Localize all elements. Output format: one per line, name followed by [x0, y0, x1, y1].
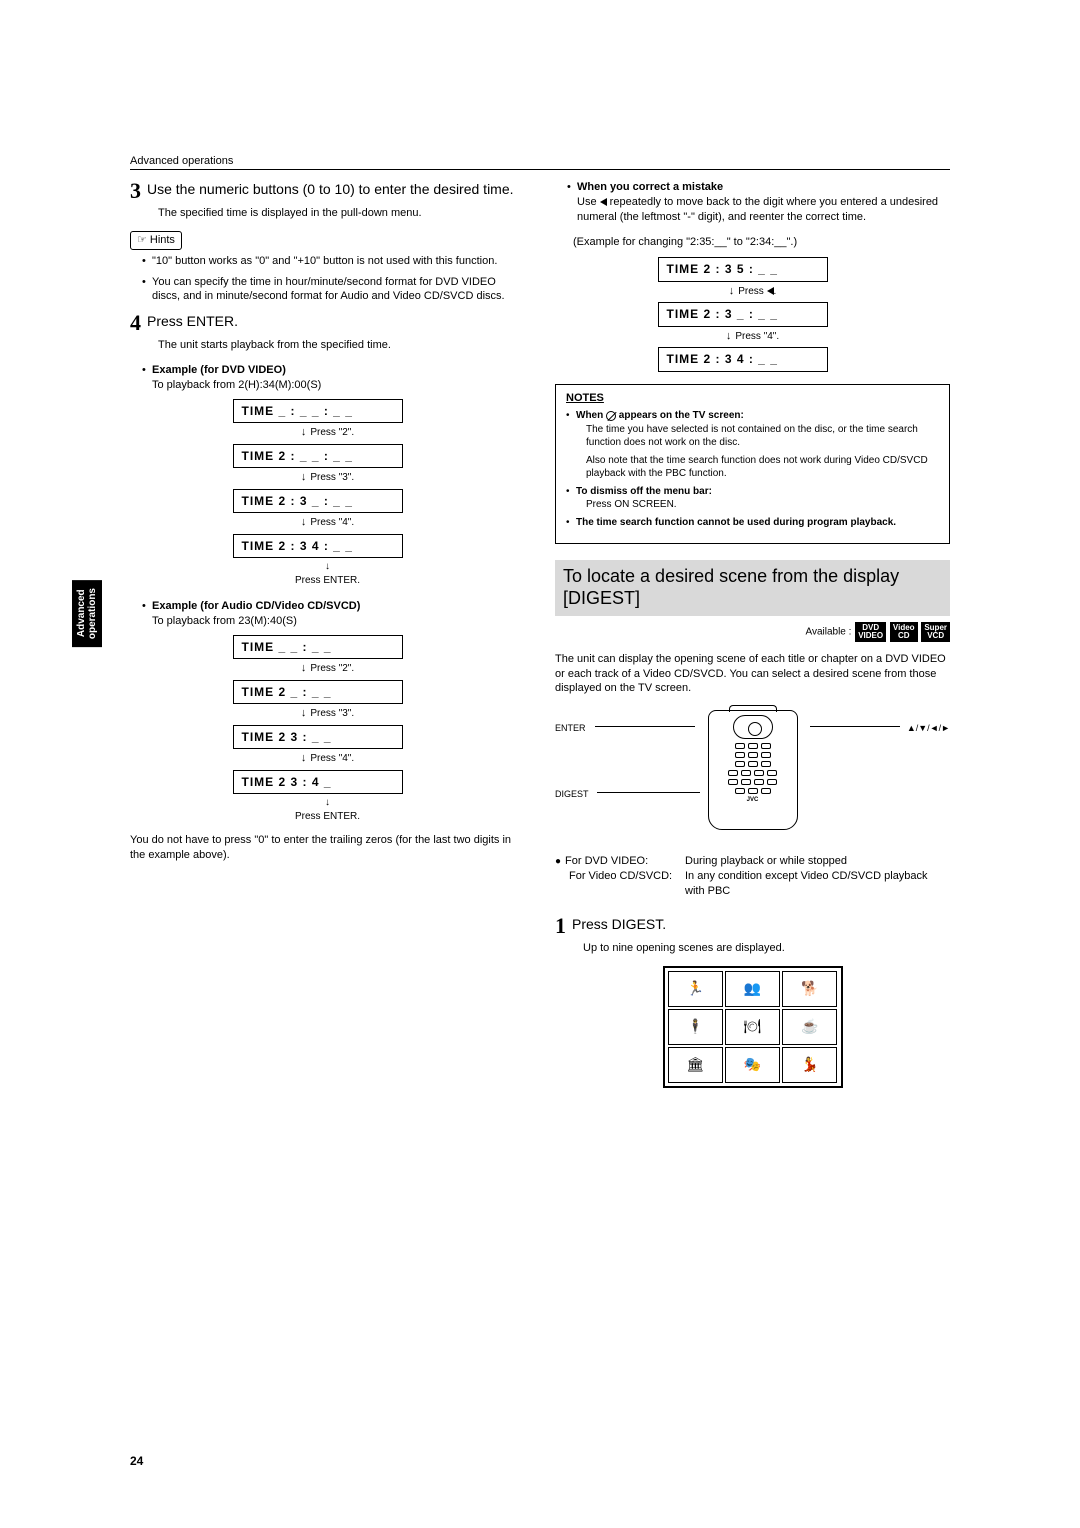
time-display: TIME 2 : 3 _ : _ _ — [233, 489, 403, 513]
left-arrow-icon — [767, 287, 774, 295]
page-header: Advanced operations — [130, 155, 950, 170]
correct-title: When you correct a mistake — [577, 181, 723, 193]
remote-label-digest: DIGEST — [555, 788, 589, 800]
time-action: ↓Press "2". — [233, 661, 423, 676]
left-arrow-icon — [600, 198, 607, 206]
time-display: TIME 2 _ : _ _ — [233, 680, 403, 704]
scene-thumbnail: ☕ — [782, 1009, 837, 1045]
hint-item: "10" button works as "0" and "+10" butto… — [142, 254, 525, 269]
time-display: TIME 2 3 : _ _ — [233, 725, 403, 749]
remote-label-enter: ENTER — [555, 722, 586, 734]
badge-dvd: DVDVIDEO — [855, 622, 886, 642]
correct-mistake: When you correct a mistake Use repeatedl… — [555, 180, 950, 225]
badge-svcd: SuperVCD — [921, 622, 950, 642]
step-heading: Use the numeric buttons (0 to 10) to ent… — [147, 180, 514, 199]
time-action: ↓Press "4". — [233, 515, 423, 530]
step-4: 4 Press ENTER. — [130, 312, 525, 334]
content: Advancedoperations 3 Use the numeric but… — [130, 180, 950, 1098]
notes-box: NOTES When appears on the TV screen: The… — [555, 384, 950, 545]
prohibit-icon — [606, 411, 616, 421]
hand-icon: ☞ — [137, 233, 147, 248]
right-column: When you correct a mistake Use repeatedl… — [555, 180, 950, 1098]
scene-thumbnail: 🎭 — [725, 1047, 780, 1083]
page-number: 24 — [130, 1454, 143, 1468]
time-action: ↓Press "2". — [233, 425, 423, 440]
time-display: TIME _ : _ _ : _ _ — [233, 399, 403, 423]
example-title: Example (for DVD VIDEO) — [152, 364, 286, 376]
time-action: ↓Press "3". — [233, 706, 423, 721]
step-body: Up to nine opening scenes are displayed. — [583, 941, 950, 956]
time-display: TIME 2 : 3 _ : _ _ — [658, 302, 828, 326]
note-sub: Press ON SCREEN. — [586, 498, 939, 512]
note-item: The time search function cannot be used … — [566, 516, 939, 530]
remote-label-arrows: ▲/▼/◄/► — [907, 722, 950, 734]
scene-thumbnail: 👥 — [725, 971, 780, 1007]
time-display: TIME 2 : 3 4 : _ _ — [658, 347, 828, 371]
note-sub: Also note that the time search function … — [586, 454, 939, 481]
digest-grid: 🏃 👥 🐕 🕴 🍽 ☕ 🏛 🎭 💃 — [663, 966, 843, 1088]
brand-label: JVC — [709, 796, 797, 804]
step-number: 1 — [555, 915, 566, 937]
digest-description: The unit can display the opening scene o… — [555, 652, 950, 697]
time-action: ↓Press . — [658, 284, 848, 299]
available-row: Available : DVDVIDEO VideoCD SuperVCD — [555, 622, 950, 642]
scene-thumbnail: 🍽 — [725, 1009, 780, 1045]
example-sub: To playback from 2(H):34(M):00(S) — [152, 378, 525, 393]
time-sequence-cd: TIME _ _ : _ _ ↓Press "2". TIME 2 _ : _ … — [233, 635, 423, 823]
step-number: 3 — [130, 180, 141, 202]
step-number: 4 — [130, 312, 141, 334]
for-vcd-row: For Video CD/SVCD: In any condition exce… — [555, 869, 950, 899]
time-action: ↓Press ENTER. — [233, 560, 423, 587]
scene-thumbnail: 🏃 — [668, 971, 723, 1007]
step-heading: Press DIGEST. — [572, 915, 666, 934]
time-action: ↓Press ENTER. — [233, 796, 423, 823]
for-dvd-row: ●For DVD VIDEO: During playback or while… — [555, 854, 950, 869]
example-title: Example (for Audio CD/Video CD/SVCD) — [152, 600, 360, 612]
example-2: Example (for Audio CD/Video CD/SVCD) To … — [130, 599, 525, 629]
time-action: ↓Press "4". — [658, 329, 848, 344]
time-action: ↓Press "4". — [233, 751, 423, 766]
hints-text: Hints — [150, 233, 175, 248]
note-sub: The time you have selected is not contai… — [586, 423, 939, 450]
scene-thumbnail: 🐕 — [782, 971, 837, 1007]
time-display: TIME 2 3 : 4 _ — [233, 770, 403, 794]
note-item: To dismiss off the menu bar: Press ON SC… — [566, 485, 939, 512]
time-sequence-dvd: TIME _ : _ _ : _ _ ↓Press "2". TIME 2 : … — [233, 399, 423, 587]
step-body: The specified time is displayed in the p… — [158, 206, 525, 221]
correct-body: Use repeatedly to move back to the digit… — [577, 195, 950, 225]
side-tab: Advancedoperations — [72, 580, 102, 647]
notes-title: NOTES — [566, 391, 939, 406]
time-display: TIME 2 : _ _ : _ _ — [233, 444, 403, 468]
scene-thumbnail: 🕴 — [668, 1009, 723, 1045]
hint-item: You can specify the time in hour/minute/… — [142, 275, 525, 305]
section-title: To locate a desired scene from the displ… — [555, 560, 950, 615]
remote-control-icon: JVC — [708, 710, 798, 830]
time-action: ↓Press "3". — [233, 470, 423, 485]
time-display: TIME _ _ : _ _ — [233, 635, 403, 659]
time-display: TIME 2 : 3 4 : _ _ — [233, 534, 403, 558]
scene-thumbnail: 💃 — [782, 1047, 837, 1083]
left-column: Advancedoperations 3 Use the numeric but… — [130, 180, 525, 1098]
note-item: When appears on the TV screen: The time … — [566, 409, 939, 481]
example-sub: To playback from 23(M):40(S) — [152, 614, 525, 629]
scene-thumbnail: 🏛 — [668, 1047, 723, 1083]
step-body: The unit starts playback from the specif… — [158, 338, 525, 353]
hints-list: "10" button works as "0" and "+10" butto… — [130, 254, 525, 305]
example-intro: (Example for changing "2:35:__" to "2:34… — [573, 235, 950, 250]
trailing-note: You do not have to press "0" to enter th… — [130, 833, 525, 863]
step-heading: Press ENTER. — [147, 312, 238, 331]
example-1: Example (for DVD VIDEO) To playback from… — [130, 363, 525, 393]
step-3: 3 Use the numeric buttons (0 to 10) to e… — [130, 180, 525, 202]
step-1: 1 Press DIGEST. — [555, 915, 950, 937]
hints-label: ☞ Hints — [130, 231, 182, 250]
remote-diagram: ENTER ▲/▼/◄/► DIGEST JVC — [555, 710, 950, 840]
bullet-icon: ● — [555, 856, 561, 867]
time-display: TIME 2 : 3 5 : _ _ — [658, 257, 828, 281]
time-sequence-correct: TIME 2 : 3 5 : _ _ ↓Press . TIME 2 : 3 _… — [658, 257, 848, 371]
badge-vcd: VideoCD — [890, 622, 918, 642]
